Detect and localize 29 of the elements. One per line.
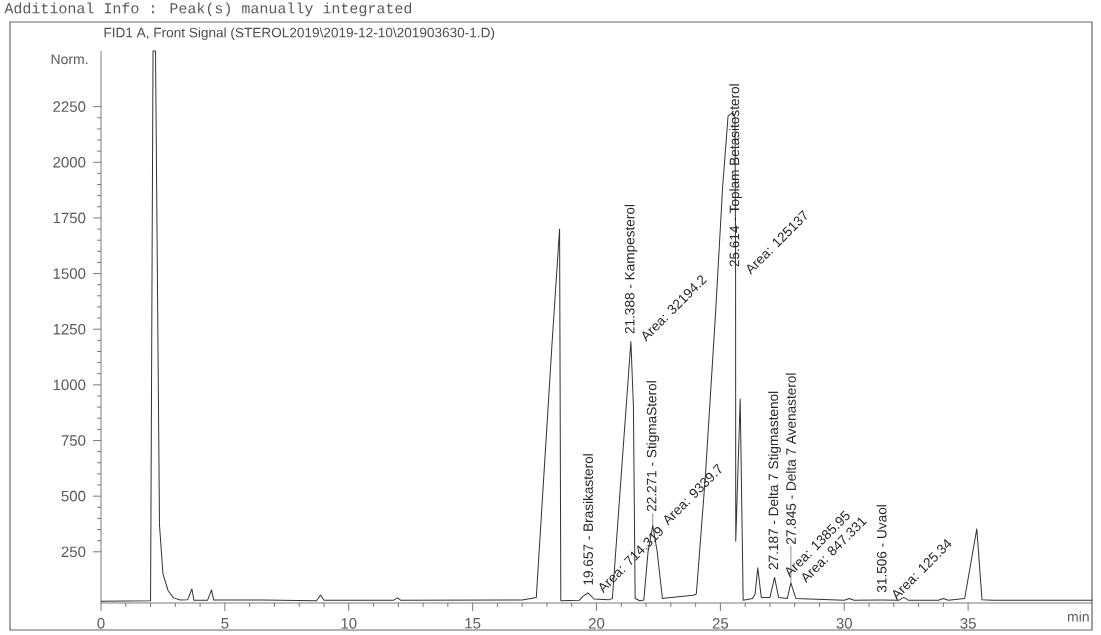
line-series xyxy=(100,50,1093,602)
annotation: 19.657 - Brasikasterol xyxy=(583,454,593,585)
x-tick-label: 25 xyxy=(712,618,729,629)
annotation: 22.271 - StigmaSterol xyxy=(646,381,660,512)
annotation: 27.187 - Delta 7 Stigmastenol xyxy=(768,391,781,570)
x-tick-label: 30 xyxy=(836,618,852,629)
chart-subtitle: FID1 A, Front Signal (STEROL2019\2019-12-10\201903630-1.D) xyxy=(104,27,495,41)
x-tick-label: 0 xyxy=(97,618,105,629)
y-tick-label: 750 xyxy=(61,435,86,446)
y-axis-title: Norm. xyxy=(51,54,88,65)
x-tick-label: 15 xyxy=(465,618,481,629)
annotation: 27.845 - Delta 7 Avenasterol xyxy=(785,373,796,544)
y-tick-label: 1500 xyxy=(53,268,86,279)
y-tick-label: 1000 xyxy=(53,379,86,391)
annotation: 21.388 - Kampesterol xyxy=(624,204,638,334)
annotation: 25.614 - Toplam Betasitosterol xyxy=(729,84,742,267)
x-axis-title: min xyxy=(1067,611,1089,622)
y-tick-label: 1750 xyxy=(53,212,86,224)
x-tick-label: 5 xyxy=(221,618,229,629)
x-tick-label: 35 xyxy=(960,618,976,629)
x-tick-label: 20 xyxy=(588,618,605,629)
chart-title: Additional Info : Peak(s) manually integrated xyxy=(4,2,412,17)
y-tick-label: 2250 xyxy=(53,101,86,112)
x-tick-label: 10 xyxy=(341,618,357,629)
y-tick-label: 250 xyxy=(61,546,86,558)
y-tick-label: 2000 xyxy=(53,156,86,168)
annotation: 31.506 - Uvaol xyxy=(876,505,887,593)
y-tick-label: 500 xyxy=(61,490,86,502)
y-tick-label: 1250 xyxy=(53,323,86,335)
